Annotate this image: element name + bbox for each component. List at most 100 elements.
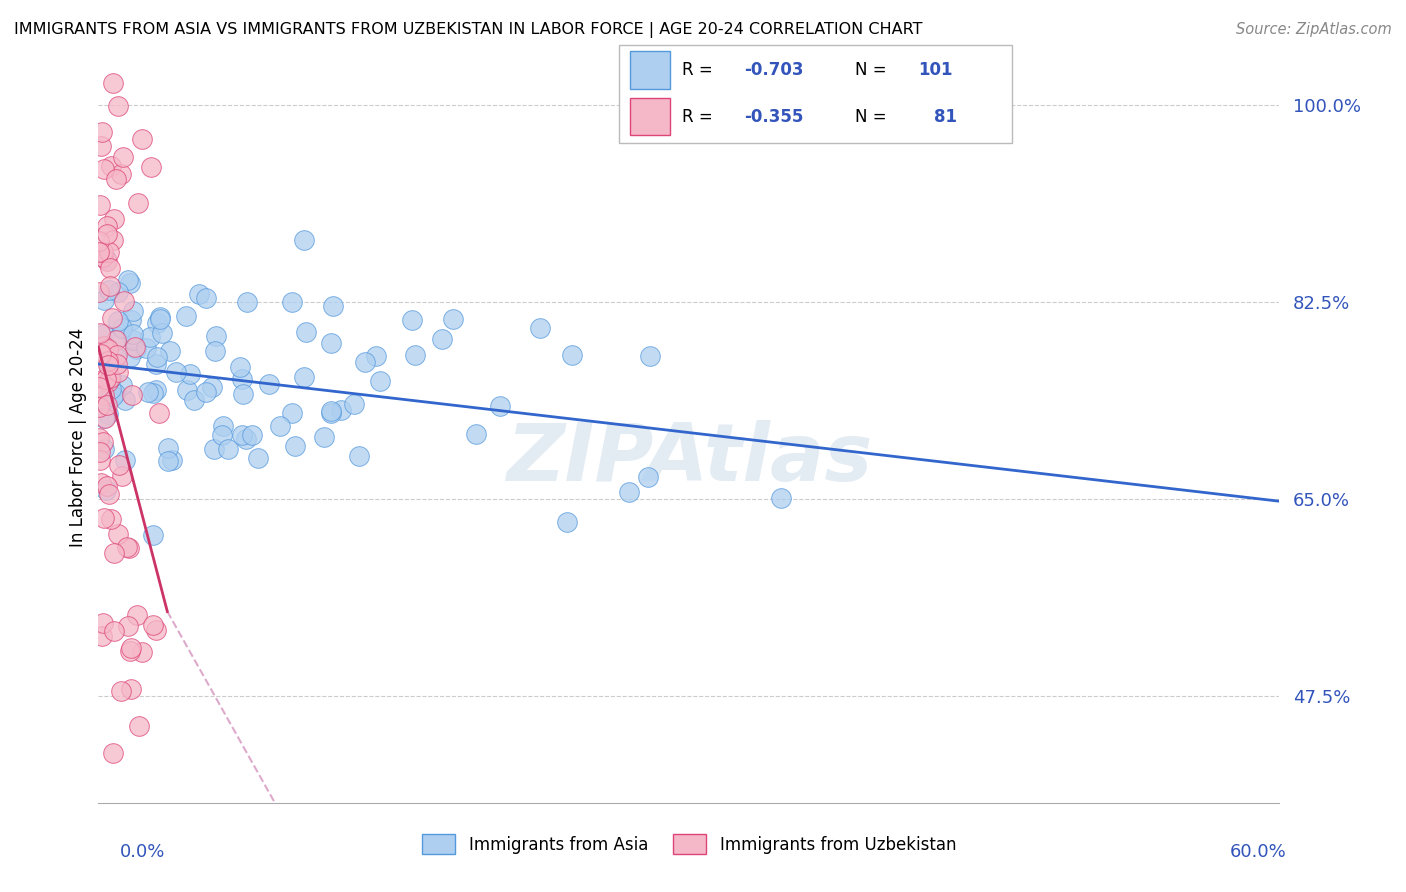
Point [118, 276, 141, 290]
Point [112, 150, 135, 164]
Point [122, 326, 145, 341]
Point [329, 403, 352, 417]
Point [103, 624, 125, 639]
Point [98, 487, 121, 501]
Point [91, 629, 114, 643]
Text: 101: 101 [918, 62, 952, 79]
Point [101, 747, 124, 761]
Point [342, 396, 364, 410]
Point [97, 375, 120, 389]
Point [97, 407, 120, 421]
Point [89, 452, 111, 467]
Point [204, 344, 226, 359]
Point [97, 244, 120, 259]
Point [145, 357, 167, 371]
Point [91, 250, 114, 264]
Point [231, 372, 253, 386]
Point [89, 400, 111, 414]
Point [240, 428, 263, 442]
Point [162, 453, 184, 467]
Point [97, 358, 120, 372]
Point [120, 313, 142, 327]
Point [101, 233, 124, 247]
Point [103, 546, 125, 560]
Point [117, 273, 139, 287]
Point [124, 340, 146, 354]
Point [201, 380, 224, 394]
Point [141, 161, 163, 175]
Point [269, 418, 291, 433]
Point [319, 336, 342, 351]
Point [176, 383, 198, 397]
Point [93, 393, 115, 408]
Point [259, 377, 281, 392]
Point [96, 254, 118, 268]
Point [135, 342, 157, 356]
Point [114, 293, 136, 308]
Point [401, 313, 423, 327]
Point [284, 439, 307, 453]
Point [165, 365, 187, 379]
Point [322, 299, 344, 313]
Point [637, 470, 659, 484]
Point [93, 372, 115, 386]
Point [217, 442, 239, 456]
Point [212, 419, 235, 434]
Point [93, 411, 115, 425]
Text: -0.703: -0.703 [745, 62, 804, 79]
Point [107, 98, 129, 112]
Point [142, 618, 165, 632]
Point [368, 374, 391, 388]
Point [91, 125, 114, 139]
Point [108, 458, 131, 472]
Point [131, 645, 153, 659]
Point [430, 332, 453, 346]
Point [90, 347, 112, 361]
Point [127, 196, 149, 211]
Point [94, 410, 117, 425]
Point [294, 325, 316, 339]
Point [108, 330, 131, 344]
Point [96, 478, 118, 492]
Point [529, 321, 551, 335]
Point [561, 347, 583, 361]
Point [110, 684, 132, 698]
Text: R =: R = [682, 62, 713, 79]
Point [231, 428, 253, 442]
Text: ZIPAtlas: ZIPAtlas [506, 420, 872, 498]
Point [101, 389, 124, 403]
Point [111, 321, 134, 335]
Point [93, 293, 115, 307]
Point [114, 452, 136, 467]
Point [194, 291, 217, 305]
Point [555, 515, 578, 529]
Point [89, 445, 111, 459]
Point [94, 252, 117, 267]
Point [769, 491, 792, 505]
Point [232, 387, 254, 401]
Point [121, 303, 143, 318]
Text: 81: 81 [934, 108, 956, 126]
Point [97, 354, 120, 368]
Point [105, 357, 128, 371]
Point [118, 644, 141, 658]
Point [120, 682, 142, 697]
Point [188, 286, 211, 301]
Point [111, 469, 134, 483]
Point [93, 326, 115, 341]
Legend: Immigrants from Asia, Immigrants from Uzbekistan: Immigrants from Asia, Immigrants from Uz… [415, 828, 963, 860]
Point [150, 326, 173, 340]
Point [100, 279, 122, 293]
Point [366, 349, 388, 363]
Point [353, 355, 375, 369]
Point [280, 295, 302, 310]
Point [89, 234, 111, 248]
Point [122, 333, 145, 347]
Point [90, 476, 112, 491]
Point [97, 343, 120, 357]
Point [111, 377, 134, 392]
Point [107, 314, 129, 328]
Point [117, 618, 139, 632]
Point [146, 316, 169, 330]
Point [117, 540, 139, 554]
